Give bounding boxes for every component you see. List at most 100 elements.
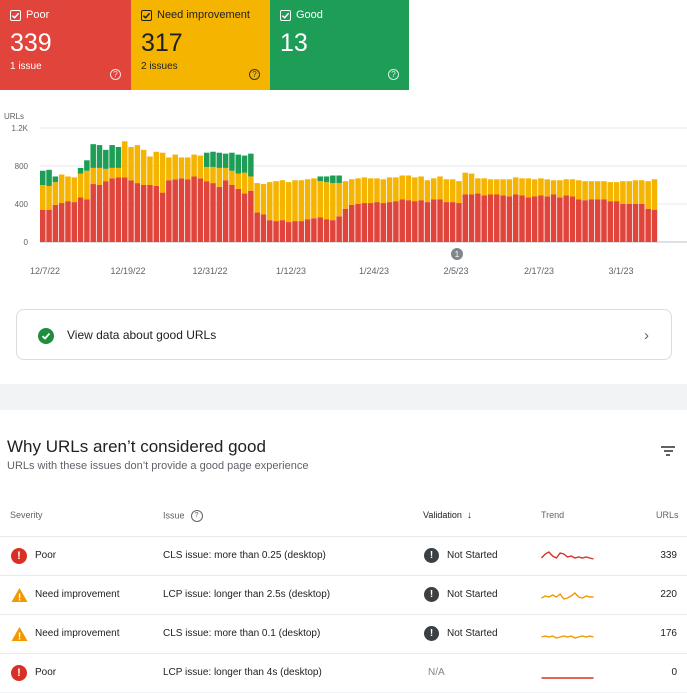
- bar-need-improvement: [235, 173, 241, 189]
- filter-icon[interactable]: [661, 446, 675, 458]
- bar-need-improvement: [449, 179, 456, 203]
- warning-icon: !: [11, 626, 28, 643]
- poor-checkbox[interactable]: [10, 10, 21, 21]
- severity-text: Poor: [35, 667, 57, 678]
- bar-need-improvement: [241, 172, 248, 194]
- bar-need-improvement: [506, 179, 513, 197]
- bar-need-improvement: [645, 181, 651, 209]
- severity-text: Need improvement: [35, 628, 120, 639]
- x-tick-label: 2/5/23: [443, 266, 468, 276]
- bar-poor: [639, 204, 645, 242]
- bar-poor: [71, 202, 78, 242]
- poor-issues: 1 issue: [10, 61, 42, 72]
- bar-poor: [557, 197, 563, 242]
- need-improvement-checkbox[interactable]: [141, 10, 152, 21]
- bar-need-improvement: [639, 180, 645, 204]
- bar-poor: [437, 199, 443, 242]
- bar-need-improvement: [349, 179, 355, 205]
- bar-poor: [77, 197, 84, 242]
- bar-need-improvement: [279, 180, 286, 221]
- bar-good: [222, 153, 229, 168]
- warning-icon: !: [11, 587, 28, 604]
- bar-need-improvement: [386, 177, 393, 203]
- section-subtitle: URLs with these issues don’t provide a g…: [7, 460, 309, 472]
- bar-poor: [393, 201, 399, 242]
- bar-poor: [267, 220, 273, 242]
- table-row[interactable]: ! Need improvement CLS issue: more than …: [0, 614, 687, 654]
- bar-poor: [386, 202, 393, 242]
- bar-poor: [468, 194, 475, 242]
- column-header-validation[interactable]: Validation ↓: [423, 510, 472, 521]
- urls-stacked-bar-chart: URLs 0 400 800 1.2K 12/7/22 12/19/22 12/31/22 1/…: [4, 112, 687, 276]
- bar-need-improvement: [65, 176, 71, 202]
- y-tick-label: 800: [15, 162, 29, 171]
- bar-need-improvement: [424, 180, 431, 203]
- bar-poor: [115, 177, 122, 242]
- help-icon[interactable]: ?: [190, 510, 203, 522]
- svg-text:!: !: [18, 593, 21, 604]
- bar-poor: [248, 190, 254, 242]
- trend-line: [541, 592, 594, 600]
- bar-poor: [538, 195, 544, 242]
- bar-need-improvement: [115, 167, 122, 178]
- bar-need-improvement: [58, 174, 65, 204]
- bar-poor: [607, 201, 614, 242]
- bar-poor: [52, 204, 59, 242]
- bar-need-improvement: [582, 181, 588, 201]
- help-icon[interactable]: ?: [388, 69, 399, 80]
- bar-poor: [285, 222, 292, 242]
- bar-poor: [651, 209, 658, 242]
- poor-tile[interactable]: Poor 339 1 issue ?: [0, 0, 131, 90]
- bar-need-improvement: [191, 154, 197, 177]
- bar-poor: [330, 220, 336, 242]
- bar-need-improvement: [620, 181, 626, 204]
- bar-good: [115, 147, 122, 168]
- bar-need-improvement: [576, 180, 582, 200]
- bar-poor: [544, 196, 550, 242]
- bar-need-improvement: [512, 177, 519, 195]
- bar-poor: [645, 208, 651, 242]
- bar-good: [109, 145, 115, 168]
- summary-tiles: Poor 339 1 issue ? Need improvement 317 …: [0, 0, 409, 90]
- bar-poor: [222, 180, 229, 242]
- bar-poor: [185, 179, 191, 242]
- bar-need-improvement: [185, 157, 191, 180]
- bar-need-improvement: [456, 181, 462, 204]
- info-icon: !: [424, 548, 439, 563]
- bar-poor: [626, 204, 632, 242]
- validation-status: Not Started: [447, 550, 498, 561]
- sort-arrow-down-icon: ↓: [466, 510, 472, 521]
- table-row[interactable]: ! Poor LCP issue: longer than 4s (deskto…: [0, 653, 687, 693]
- bar-good: [323, 176, 330, 183]
- table-row[interactable]: ! Need improvement LCP issue: longer tha…: [0, 575, 687, 615]
- bar-need-improvement: [626, 181, 632, 204]
- bar-poor: [216, 186, 223, 242]
- bar-poor: [456, 203, 462, 242]
- bar-need-improvement: [121, 141, 128, 178]
- view-good-urls-button[interactable]: View data about good URLs ›: [16, 309, 672, 360]
- info-icon: !: [424, 626, 439, 641]
- y-axis-title: URLs: [4, 112, 24, 121]
- x-tick-label: 12/7/22: [30, 266, 60, 276]
- x-tick-label: 12/19/22: [110, 266, 145, 276]
- help-icon[interactable]: ?: [110, 69, 121, 80]
- trend-line: [541, 635, 594, 639]
- bar-need-improvement: [254, 183, 260, 213]
- need-improvement-tile[interactable]: Need improvement 317 2 issues ?: [131, 0, 270, 90]
- bar-need-improvement: [166, 157, 172, 181]
- bar-poor: [103, 181, 109, 242]
- good-tile[interactable]: Good 13 ?: [270, 0, 409, 90]
- urls-count: 0: [671, 667, 677, 678]
- bar-need-improvement: [84, 170, 90, 200]
- bar-poor: [58, 203, 65, 242]
- bar-need-improvement: [393, 177, 399, 202]
- bar-good: [84, 160, 90, 171]
- bar-need-improvement: [40, 185, 46, 210]
- help-icon[interactable]: ?: [249, 69, 260, 80]
- bar-poor: [582, 200, 588, 242]
- bar-need-improvement: [140, 149, 147, 185]
- good-checkbox[interactable]: [280, 10, 291, 21]
- bar-need-improvement: [273, 181, 279, 222]
- bar-need-improvement: [613, 182, 620, 202]
- table-row[interactable]: ! Poor CLS issue: more than 0.25 (deskto…: [0, 536, 687, 576]
